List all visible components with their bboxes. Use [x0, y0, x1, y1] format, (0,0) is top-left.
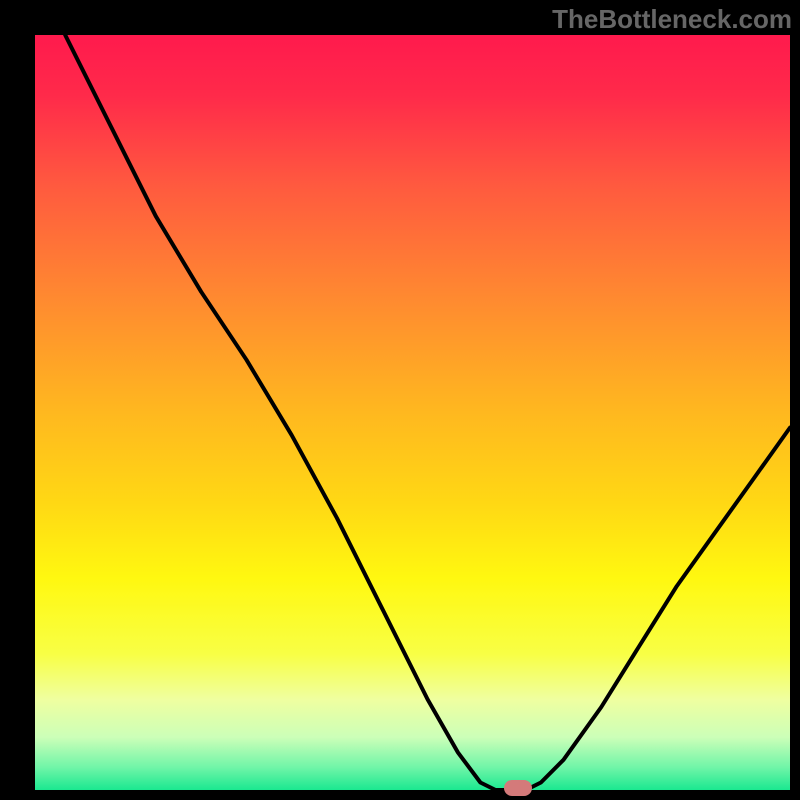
bottleneck-curve — [35, 35, 790, 790]
optimal-marker — [504, 780, 532, 796]
chart-container: TheBottleneck.com — [0, 0, 800, 800]
plot-area — [35, 35, 790, 790]
watermark-text: TheBottleneck.com — [552, 4, 792, 35]
